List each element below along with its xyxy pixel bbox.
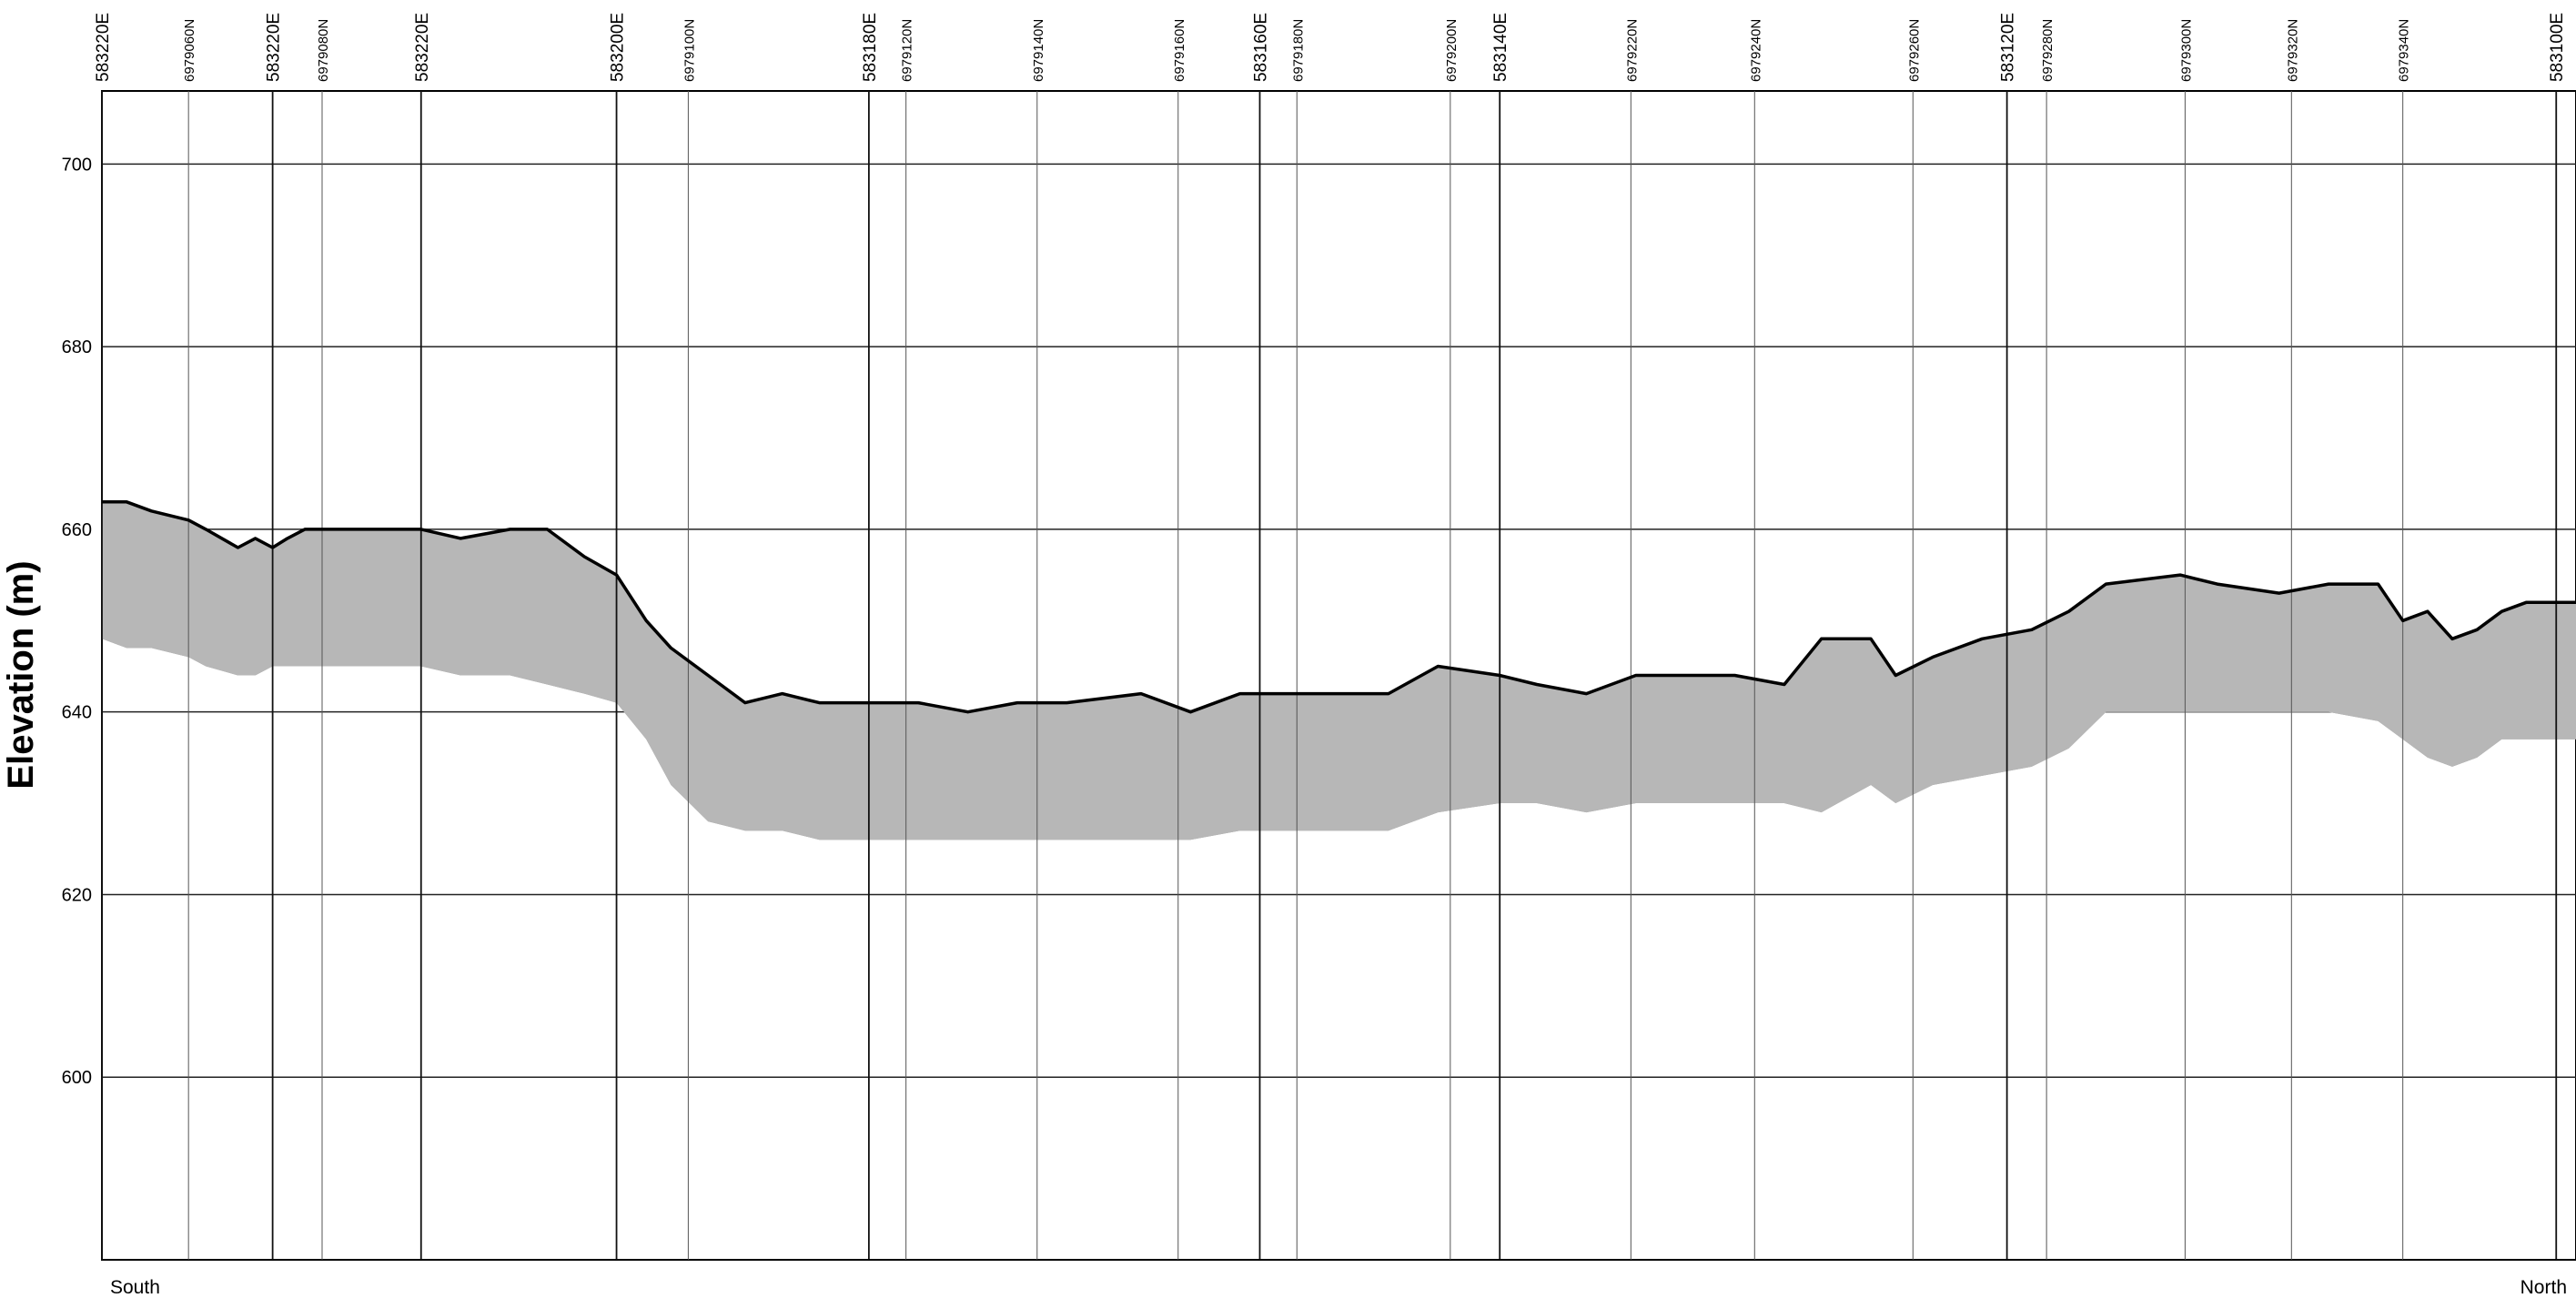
ground-surface-line	[102, 500, 2576, 714]
northing-tick-label-13: 6979320N	[2285, 19, 2300, 82]
easting-tick-label-1: 583220E	[265, 13, 284, 82]
northing-tick-label-14: 6979340N	[2397, 19, 2412, 82]
easting-tick-label-3: 583200E	[609, 13, 628, 82]
northing-tick-label-10: 6979260N	[1906, 19, 1922, 82]
easting-tick-label-4: 583180E	[861, 13, 880, 82]
northing-tick-label-11: 6979280N	[2040, 19, 2056, 82]
y-axis-label: Elevation (m)	[1, 560, 41, 789]
y-tick-label-700: 700	[62, 155, 92, 175]
northing-tick-label-6: 6979180N	[1290, 19, 1306, 82]
x-tick-labels: 583220E 583220E 583220E 583200E 583180E 58316…	[94, 13, 2567, 82]
south-direction-label: South	[110, 1277, 160, 1298]
northing-tick-label-3: 6979120N	[900, 19, 915, 82]
y-tick-labels: 600 620 640 660 680 700	[62, 155, 92, 1088]
northing-tick-label-9: 6979240N	[1748, 19, 1763, 82]
easting-tick-label-8: 583100E	[2548, 13, 2567, 82]
northing-tick-label-5: 6979160N	[1172, 19, 1187, 82]
northing-tick-label-1: 6979080N	[316, 19, 331, 82]
y-tick-label-640: 640	[62, 703, 92, 723]
vertical-gridlines	[101, 91, 2558, 1260]
northing-tick-label-8: 6979220N	[1624, 19, 1640, 82]
y-tick-label-660: 660	[62, 520, 92, 540]
northing-tick-label-0: 6979060N	[182, 19, 197, 82]
easting-tick-label-0: 583220E	[94, 13, 113, 82]
easting-tick-label-7: 583120E	[1999, 13, 2018, 82]
northing-tick-label-12: 6979300N	[2178, 19, 2194, 82]
easting-tick-label-6: 583140E	[1491, 13, 1510, 82]
easting-tick-label-5: 583160E	[1251, 13, 1270, 82]
northing-tick-label-4: 6979140N	[1031, 19, 1046, 82]
north-direction-label: North	[2520, 1277, 2567, 1298]
northing-tick-label-2: 6979100N	[682, 19, 697, 82]
y-tick-label-620: 620	[62, 885, 92, 905]
easting-tick-label-2: 583220E	[413, 13, 432, 82]
y-tick-label-600: 600	[62, 1068, 92, 1088]
northing-tick-label-7: 6979200N	[1444, 19, 1460, 82]
surface-line	[102, 500, 2576, 714]
y-tick-label-680: 680	[62, 337, 92, 357]
